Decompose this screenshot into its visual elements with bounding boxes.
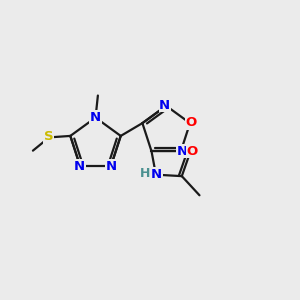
Text: N: N (106, 160, 117, 173)
Text: O: O (187, 145, 198, 158)
Text: N: N (177, 145, 188, 158)
Text: N: N (90, 111, 101, 124)
Text: N: N (159, 99, 170, 112)
Text: N: N (74, 160, 85, 173)
Text: S: S (44, 130, 53, 143)
Text: O: O (186, 116, 197, 129)
Text: N: N (151, 168, 162, 181)
Text: H: H (140, 167, 150, 180)
